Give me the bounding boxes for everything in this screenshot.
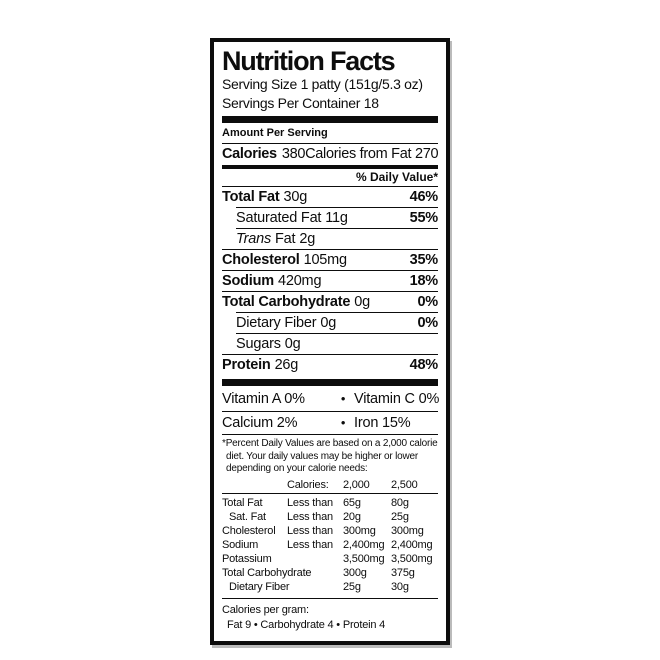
label-title: Nutrition Facts	[222, 46, 396, 76]
rule	[222, 492, 438, 494]
rule	[222, 249, 438, 251]
rule-indent	[236, 312, 438, 314]
calories-from-fat: Calories from Fat 270	[305, 146, 439, 163]
rule	[222, 597, 438, 599]
rule-indent	[236, 207, 438, 209]
nutrient-row-dietary-fiber: Dietary Fiber 0g 0%	[236, 315, 438, 332]
dv-table-row: Potassium 3,500mg 3,500mg	[222, 552, 433, 565]
nutrient-row-trans-fat: Trans Fat 2g	[236, 231, 316, 248]
calcium: Calcium 2%	[222, 414, 298, 431]
daily-value-footnote: *Percent Daily Values are based on a 2,0…	[222, 438, 438, 475]
nutrition-facts-label: Nutrition Facts Serving Size 1 patty (15…	[210, 38, 450, 645]
vitamin-a: Vitamin A 0%	[222, 391, 305, 408]
servings-per-container: Servings Per Container 18	[222, 94, 379, 111]
calories-label: Calories	[222, 146, 277, 163]
rule	[222, 434, 438, 436]
dv-table-row: Cholesterol Less than 300mg 300mg	[222, 524, 424, 537]
dv-table-row: Total Fat Less than 65g 80g	[222, 496, 409, 509]
rule	[222, 410, 438, 412]
rule	[222, 186, 438, 188]
daily-value-header: % Daily Value*	[355, 170, 438, 185]
dv-table-row: Dietary Fiber 25g 30g	[229, 580, 409, 593]
calories-amount: Calories 380	[222, 144, 305, 165]
dv-table-row: Sat. Fat Less than 20g 25g	[229, 510, 409, 523]
separator-thick-vitamins	[222, 379, 438, 387]
bullet: •	[340, 391, 346, 407]
vitamin-c: Vitamin C 0%	[354, 391, 440, 408]
nutrient-row-total-carbohydrate: Total Carbohydrate 0g 0%	[222, 294, 438, 311]
nutrient-row-total-fat: Total Fat 30g 46%	[222, 189, 438, 206]
nutrient-row-protein: Protein 26g 48%	[222, 357, 438, 374]
separator-thick-top	[222, 116, 438, 124]
nutrient-row-sugars: Sugars 0g	[236, 336, 301, 353]
bullet: •	[340, 414, 346, 430]
vitamin-row-calcium-iron: Calcium 2% • Iron 15%	[222, 412, 438, 435]
daily-value-table: Calories: 2,000 2,500 Total Fat Less tha…	[222, 478, 438, 594]
rule	[222, 291, 438, 293]
amount-per-serving: Amount Per Serving	[222, 127, 328, 140]
rule	[222, 270, 438, 272]
nutrient-row-sodium: Sodium 420mg 18%	[222, 273, 438, 290]
nutrient-row-cholesterol: Cholesterol 105mg 35%	[222, 252, 438, 269]
serving-size: Serving Size 1 patty (151g/5.3 oz)	[222, 76, 423, 93]
separator-medium	[222, 165, 438, 170]
nutrient-row-saturated-fat: Saturated Fat 11g 55%	[236, 210, 438, 227]
rule	[222, 143, 438, 145]
dv-table-row: Sodium Less than 2,400mg 2,400mg	[222, 538, 433, 551]
calories-value: 380	[281, 146, 306, 163]
rule-indent	[236, 333, 438, 335]
dv-table-row: Total Carbohydrate 300g 375g	[222, 566, 415, 579]
calories-row: Calories 380 Calories from Fat 270	[222, 144, 439, 165]
calories-per-gram: Calories per gram: Fat 9 • Carbohydrate …	[222, 603, 386, 631]
dv-table-header: Calories: 2,000 2,500	[287, 478, 418, 491]
rule	[222, 354, 438, 356]
iron: Iron 15%	[354, 414, 411, 431]
vitamin-row-a-c: Vitamin A 0% • Vitamin C 0%	[222, 388, 440, 411]
rule-indent	[236, 228, 438, 230]
